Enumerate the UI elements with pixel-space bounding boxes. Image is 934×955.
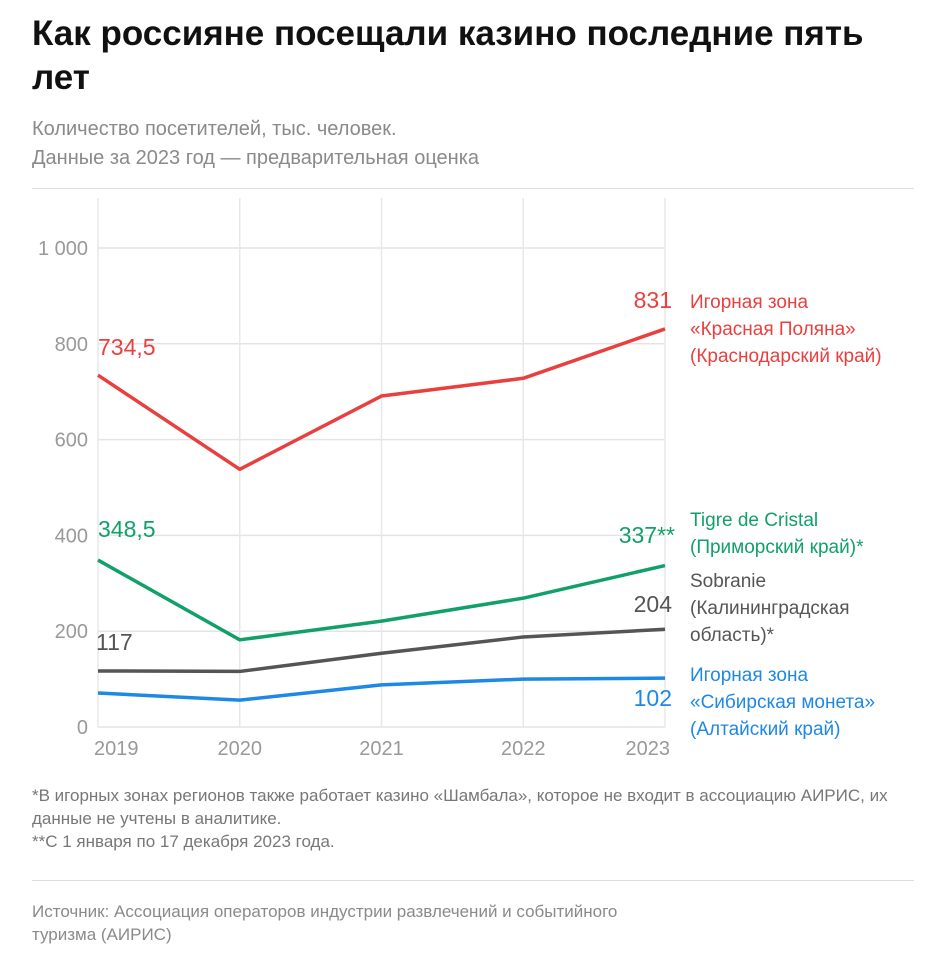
divider [32, 188, 914, 189]
y-tick-label: 0 [77, 717, 88, 739]
series-label: «Красная Поляна» [690, 319, 856, 340]
y-tick-label: 200 [55, 621, 88, 643]
data-label-start: 348,5 [98, 516, 156, 542]
series-label: Игорная зона [690, 665, 808, 686]
data-label-end: 102 [634, 685, 672, 711]
divider [32, 880, 914, 881]
y-tick-label: 800 [55, 334, 88, 356]
x-tick-label: 2021 [359, 738, 404, 760]
series-label: (Приморский край)* [690, 537, 864, 558]
subtitle-line: Количество посетителей, тыс. человек. [32, 118, 397, 140]
data-label-end: 831 [634, 287, 672, 313]
x-tick-label: 2022 [501, 738, 546, 760]
x-tick-label: 2023 [626, 738, 671, 760]
series-label: (Краснодарский край) [690, 346, 882, 367]
subtitle-line: Данные за 2023 год — предварительная оце… [32, 147, 480, 169]
series-label: Sobranie [690, 571, 766, 592]
x-tick-label: 2020 [218, 738, 263, 760]
footnote: *В игорных зонах регионов также работает… [32, 786, 888, 828]
footnotes: *В игорных зонах регионов также работает… [32, 784, 912, 853]
data-label-start: 117 [96, 629, 133, 655]
series-label: Tigre de Cristal [690, 510, 818, 531]
data-label-end: 337** [619, 522, 675, 548]
series-label: (Алтайский край) [690, 719, 840, 740]
y-tick-label: 400 [55, 525, 88, 547]
footnote: **С 1 января по 17 декабря 2023 года. [32, 832, 335, 851]
series-label: Игорная зона [690, 292, 808, 313]
y-tick-label: 1 000 [38, 238, 88, 260]
data-label-end: 204 [634, 591, 673, 617]
line-chart: 0 200 400 600 800 1 000 2019 2020 2021 2022 2023 73… [38, 198, 882, 760]
source: Источник: Ассоциация операторов индустри… [32, 902, 618, 944]
chart-title: Как россияне посещали казино последние п… [32, 14, 864, 97]
series-label: (Калининградская [690, 598, 850, 619]
x-tick-label: 2019 [94, 738, 139, 760]
chart-subtitle: Количество посетителей, тыс. человек. Да… [32, 115, 479, 173]
data-label-start: 734,5 [98, 334, 156, 360]
y-tick-label: 600 [55, 430, 88, 452]
series-label: «Сибирская монета» [690, 692, 875, 713]
series-label: область)* [690, 625, 775, 646]
